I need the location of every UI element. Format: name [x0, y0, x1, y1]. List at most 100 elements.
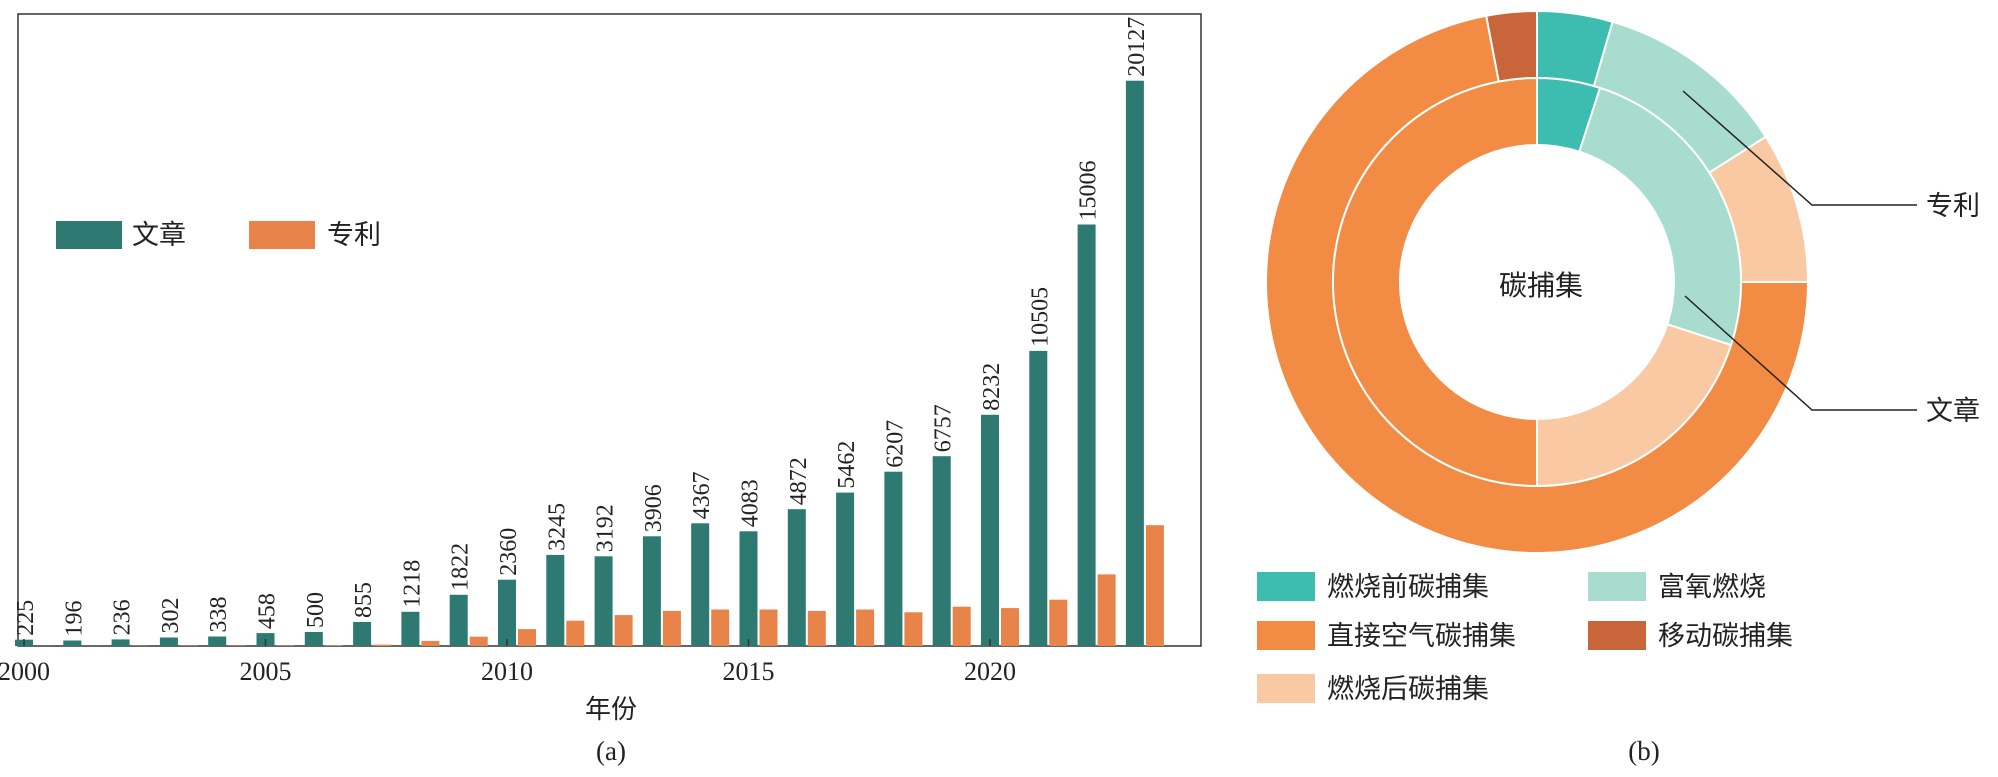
bar-articles-2007	[353, 622, 372, 646]
panel-label-b: (b)	[1628, 736, 1659, 766]
bar-label-2007: 855	[351, 582, 377, 618]
bar-patents-2006	[324, 645, 343, 646]
callout-label-patents: 专利	[1926, 191, 1980, 222]
callout-line-patents	[1682, 90, 1917, 206]
bar-articles-2019	[932, 456, 951, 646]
legend-label-patents: 专利	[327, 220, 381, 251]
bar-patents-2023	[1145, 525, 1164, 646]
legend-swatch-0	[1257, 572, 1315, 601]
bar-label-2005: 458	[255, 593, 281, 629]
legend-swatch-3	[1588, 621, 1646, 650]
tick-label-2015: 2015	[723, 657, 775, 686]
bar-articles-2012	[594, 556, 613, 646]
bar-patents-2013	[662, 610, 681, 646]
legend-swatch-patents	[249, 221, 315, 249]
bar-articles-2016	[787, 509, 806, 646]
tick-label-2010: 2010	[481, 657, 533, 686]
bar-patents-2018	[904, 612, 923, 646]
bar-articles-2004	[208, 636, 227, 646]
bar-articles-2002	[111, 639, 130, 646]
bar-patents-2021	[1049, 599, 1068, 646]
bar-label-2003: 302	[158, 598, 184, 634]
legend-swatch-articles	[56, 221, 122, 249]
bar-label-2023: 20127	[1124, 17, 1150, 77]
bar-articles-2018	[884, 471, 903, 646]
bar-articles-2008	[401, 611, 420, 646]
legend-swatch-4	[1257, 674, 1315, 703]
bar-label-2009: 1822	[448, 543, 474, 591]
callout-label-articles: 文章	[1926, 396, 1980, 427]
bar-patents-2011	[566, 620, 585, 646]
bar-articles-2015	[739, 531, 758, 646]
x-axis-label: 年份	[585, 695, 637, 725]
bar-patents-2015	[759, 609, 778, 646]
bar-articles-2003	[159, 637, 178, 646]
legend-label-articles: 文章	[132, 220, 186, 251]
bar-value-labels: 225 196 236 302 338 458 500 855 1218 1822 2360 3245…	[13, 17, 1150, 637]
bar-label-2017: 5462	[834, 441, 860, 489]
bar-label-2013: 3906	[641, 484, 667, 532]
bar-patents-2022	[1097, 574, 1116, 646]
legend-label-0: 燃烧前碳捕集	[1327, 572, 1489, 603]
bar-patents-2010	[518, 629, 536, 646]
bar-articles-2010	[498, 579, 516, 646]
bar-label-2006: 500	[303, 592, 329, 628]
bar-chart-panel: 225 196 236 302 338 458 500 855 1218 1822 2360 3245…	[0, 13, 1202, 766]
bar-patents-2014	[711, 609, 730, 646]
bar-articles-2013	[642, 536, 661, 646]
bar-label-2004: 338	[206, 597, 232, 633]
bar-articles-2014	[691, 523, 710, 646]
bar-label-2022: 15006	[1076, 161, 1102, 221]
bar-articles-2021	[1029, 350, 1048, 646]
bar-articles-2020	[981, 414, 999, 646]
tick-label-2000: 2000	[0, 657, 50, 686]
legend-label-4: 燃烧后碳捕集	[1327, 674, 1489, 705]
legend-swatch-1	[1588, 572, 1646, 601]
bar-label-2002: 236	[110, 599, 136, 635]
bar-patents-2016	[807, 610, 826, 646]
bar-patents-2017	[856, 609, 875, 646]
bar-label-2010: 2360	[496, 528, 522, 576]
callout-line-articles	[1684, 295, 1917, 411]
bar-articles-2017	[836, 492, 855, 646]
bar-label-2008: 1218	[399, 560, 425, 608]
slice-inner-直接空气碳捕集	[1332, 76, 1538, 488]
bar-patents-2007	[373, 644, 392, 646]
legend-a: 文章 专利	[56, 220, 381, 251]
bar-patents-2012	[614, 615, 633, 646]
legend-swatch-2	[1257, 621, 1315, 650]
bar-label-2016: 4872	[786, 457, 812, 505]
donut-center-label: 碳捕集	[1499, 269, 1583, 302]
bar-articles-2001	[63, 640, 82, 646]
bar-label-2000: 225	[13, 600, 39, 636]
bar-patents-2019	[952, 606, 971, 646]
bar-label-2020: 8232	[979, 363, 1005, 411]
bar-articles-2009	[449, 594, 468, 646]
bar-patents-2009	[469, 636, 488, 646]
legend-label-1: 富氧燃烧	[1658, 572, 1766, 603]
tick-label-2020: 2020	[964, 657, 1016, 686]
donut-rings	[1265, 9, 1810, 554]
bar-label-2015: 4083	[738, 479, 764, 527]
bars	[15, 80, 1164, 646]
bar-label-2021: 10505	[1027, 287, 1053, 347]
legend-label-2: 直接空气碳捕集	[1327, 621, 1516, 652]
bar-label-2001: 196	[61, 601, 87, 637]
bar-articles-2023	[1125, 80, 1144, 646]
bar-label-2018: 6207	[882, 420, 908, 468]
bar-articles-2006	[304, 632, 323, 646]
x-axis-ticks: 2000 2005 2010 2015 2020	[0, 639, 1016, 686]
bar-label-2011: 3245	[544, 503, 570, 551]
bar-label-2019: 6757	[931, 404, 957, 452]
legend-label-3: 移动碳捕集	[1658, 621, 1793, 652]
bar-label-2012: 3192	[593, 504, 619, 552]
bar-patents-2020	[1001, 608, 1019, 646]
bar-patents-2008	[421, 640, 440, 646]
panel-label-a: (a)	[596, 736, 626, 766]
bar-label-2014: 4367	[689, 471, 715, 519]
tick-label-2005: 2005	[240, 657, 292, 686]
bar-articles-2011	[546, 554, 565, 646]
